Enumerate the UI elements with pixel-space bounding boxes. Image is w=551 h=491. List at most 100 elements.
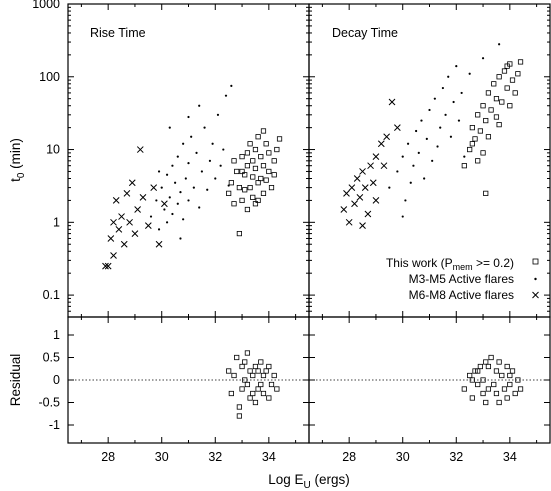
data-point-square — [472, 136, 478, 142]
data-point-x — [107, 235, 115, 242]
data-point-square — [231, 372, 237, 379]
y-top-tick-label: 10 — [46, 143, 60, 157]
data-point-square — [252, 201, 259, 207]
data-point-dot — [200, 170, 203, 173]
data-point-dot — [404, 199, 407, 202]
data-point-square — [469, 395, 475, 401]
data-point-x-stroke — [383, 133, 391, 141]
y-axis-top-title-sub: 0 — [16, 172, 27, 178]
data-point-square — [507, 103, 513, 109]
data-point-square — [244, 163, 251, 169]
data-point-dot — [406, 142, 410, 145]
data-point-x-stroke — [118, 213, 125, 220]
data-point-square — [493, 96, 500, 102]
data-point-dot — [174, 181, 177, 184]
x-tick-label: 32 — [208, 450, 222, 464]
legend-marker-square — [532, 258, 539, 265]
data-point-square — [260, 390, 267, 397]
data-point-square — [512, 90, 518, 96]
data-point-x — [348, 184, 356, 191]
data-point-square — [496, 359, 502, 365]
data-point-square — [477, 128, 483, 134]
data-point-x — [394, 124, 401, 131]
data-point-square — [276, 136, 283, 142]
data-point-x — [361, 184, 369, 191]
data-point-x — [359, 168, 366, 175]
data-point-square — [499, 99, 505, 105]
data-point-x-stroke — [369, 179, 377, 187]
y-top-tick-label: 1000 — [32, 0, 60, 11]
data-point-square — [493, 114, 500, 120]
data-point-square — [260, 128, 267, 134]
data-point-x-stroke — [110, 218, 117, 226]
data-point-x-stroke — [161, 200, 168, 208]
data-point-square — [469, 377, 475, 383]
data-point-square — [509, 368, 516, 374]
data-point-x — [128, 179, 136, 187]
data-point-dot — [216, 113, 220, 116]
data-point-square — [244, 381, 251, 388]
data-point-dot — [401, 215, 404, 218]
legend-label-m6-m8: M6-M8 Active flares — [409, 288, 514, 302]
data-point-square — [274, 146, 280, 153]
data-point-x-stroke — [388, 98, 396, 106]
data-point-dot — [222, 148, 225, 151]
data-point-square — [271, 372, 277, 379]
data-point-dot — [171, 212, 174, 216]
data-point-x-stroke — [345, 218, 353, 226]
data-point-x-stroke — [136, 146, 144, 153]
data-point-x — [359, 222, 366, 230]
y-bottom-tick-label: 1 — [53, 328, 60, 342]
y-top-tick-label: 100 — [39, 70, 60, 84]
data-points — [102, 43, 524, 419]
data-point-square — [461, 163, 467, 169]
legend-label-this-work-sub: mem — [453, 262, 473, 272]
data-point-square — [504, 363, 510, 370]
data-point-square — [274, 386, 280, 392]
data-point-dot — [179, 191, 182, 194]
data-point-square — [515, 71, 521, 77]
data-point-square — [480, 150, 486, 156]
data-point-dot — [428, 108, 431, 112]
data-point-dot — [415, 129, 418, 133]
data-point-dot — [412, 164, 415, 167]
data-point-square — [226, 190, 232, 196]
data-point-square — [504, 85, 510, 91]
data-point-x — [120, 240, 128, 248]
data-point-x — [367, 162, 374, 170]
data-point-dot — [176, 202, 179, 205]
data-point-square — [250, 174, 256, 180]
data-point-square — [258, 359, 264, 365]
data-point-x — [123, 190, 131, 197]
data-point-x — [102, 262, 109, 270]
data-point-dot — [187, 199, 190, 202]
data-point-x-stroke — [128, 179, 136, 187]
data-point-x-stroke — [107, 235, 115, 242]
data-point-dot — [224, 94, 228, 97]
data-point-square — [242, 359, 248, 365]
data-point-x — [150, 184, 158, 191]
data-point-dot — [401, 155, 404, 158]
data-point-x — [351, 200, 358, 208]
data-point-square — [239, 386, 245, 392]
data-point-dot — [455, 65, 458, 68]
data-point-square — [515, 377, 521, 383]
data-point-x-stroke — [115, 226, 123, 233]
data-point-x — [115, 226, 123, 233]
data-point-square — [250, 158, 256, 164]
data-point-square — [236, 404, 242, 410]
data-point-x — [104, 262, 112, 270]
data-point-square — [247, 141, 253, 147]
data-point-dot — [157, 170, 161, 173]
data-point-square — [512, 390, 518, 397]
data-point-square — [239, 153, 245, 160]
y-bottom-tick-label: 0.5 — [43, 351, 60, 365]
data-point-square — [271, 158, 277, 164]
data-point-x — [144, 222, 152, 230]
data-point-square — [242, 172, 248, 178]
data-point-square — [255, 197, 261, 204]
data-point-dot — [425, 137, 428, 141]
data-point-dot — [444, 113, 447, 116]
data-point-x-stroke — [155, 240, 163, 248]
data-point-dot — [388, 186, 391, 189]
